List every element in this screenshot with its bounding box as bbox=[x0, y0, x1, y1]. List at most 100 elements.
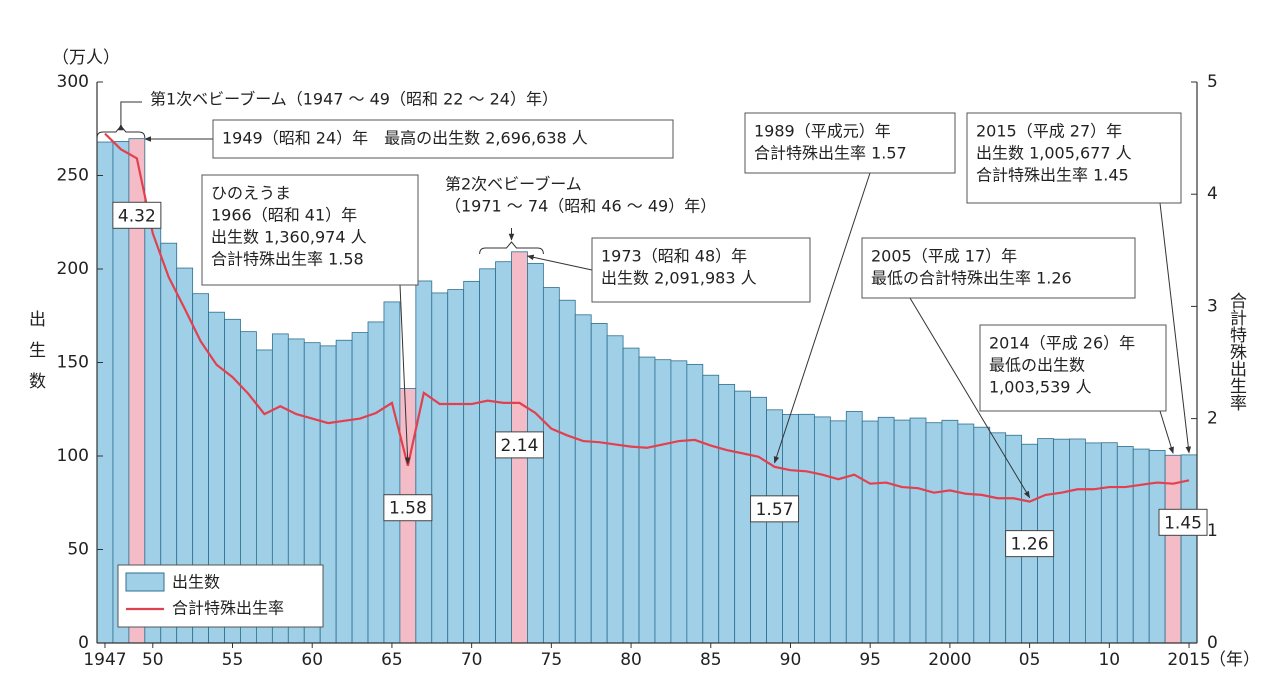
y2-title: 合計特殊出生率 bbox=[1226, 292, 1247, 411]
bar bbox=[367, 321, 385, 644]
bar bbox=[96, 141, 114, 644]
bar bbox=[845, 411, 863, 644]
leader-line bbox=[1159, 410, 1174, 454]
bar bbox=[1100, 442, 1118, 644]
annotation-text: 1989（平成元）年 bbox=[754, 122, 891, 141]
annotation-text: 出生数 1,005,677 人 bbox=[976, 144, 1132, 163]
leader-line bbox=[526, 254, 593, 271]
legend-label: 合計特殊出生率 bbox=[172, 599, 284, 618]
bar bbox=[1069, 438, 1086, 644]
bar bbox=[973, 426, 991, 644]
bar bbox=[590, 323, 608, 644]
legend-label: 出生数 bbox=[172, 573, 220, 592]
annotation-text: 第2次ベビーブーム bbox=[445, 175, 582, 194]
x-tick-label: 05 bbox=[1019, 650, 1041, 670]
bar bbox=[574, 314, 592, 644]
bar bbox=[1085, 442, 1102, 644]
y2-tick-label: 3 bbox=[1207, 296, 1218, 316]
annotation-text: 2015（平成 27）年 bbox=[976, 122, 1122, 141]
bar bbox=[622, 347, 640, 644]
bar bbox=[909, 417, 927, 644]
y2-tick-label: 5 bbox=[1207, 72, 1218, 92]
bar bbox=[431, 292, 449, 644]
leader-line bbox=[1159, 202, 1192, 454]
value-label: 1.45 bbox=[1164, 513, 1202, 533]
bar bbox=[542, 287, 560, 644]
value-label-box bbox=[1005, 530, 1055, 558]
y-tick-label: 50 bbox=[67, 540, 89, 560]
bar bbox=[638, 356, 656, 644]
annotation-box bbox=[861, 237, 1136, 299]
bracket bbox=[96, 125, 146, 139]
bar bbox=[829, 420, 847, 644]
bar bbox=[877, 416, 895, 644]
x-tick-label: 2000 bbox=[928, 650, 971, 670]
annotation-text: 最低の合計特殊出生率 1.26 bbox=[871, 269, 1072, 288]
value-label: 4.32 bbox=[118, 206, 156, 226]
annotation-box bbox=[966, 112, 1182, 204]
bar bbox=[1180, 454, 1198, 644]
x-tick-label: 95 bbox=[859, 650, 881, 670]
value-label: 1.57 bbox=[756, 500, 794, 520]
x-tick-label: 75 bbox=[541, 650, 563, 670]
bar bbox=[957, 423, 975, 644]
bar bbox=[941, 419, 959, 644]
annotation-text: （1971 ～ 74（昭和 46 ～ 49）年） bbox=[445, 197, 716, 216]
annotation-text: 1973（昭和 48）年 bbox=[601, 247, 747, 266]
annotation-text: 1949（昭和 24）年 最高の出生数 2,696,638 人 bbox=[222, 129, 588, 148]
x-tick-label: 85 bbox=[700, 650, 722, 670]
bar bbox=[734, 390, 752, 644]
x-tick-label: 1947 bbox=[83, 650, 126, 670]
x-unit: （年） bbox=[1209, 650, 1260, 670]
y2-tick-label: 2 bbox=[1207, 409, 1218, 429]
bar bbox=[447, 289, 465, 644]
bar bbox=[670, 360, 688, 644]
bar bbox=[702, 374, 720, 644]
value-label: 1.58 bbox=[389, 499, 427, 519]
bar bbox=[782, 414, 799, 644]
bar bbox=[351, 332, 369, 644]
bar bbox=[1132, 448, 1150, 644]
value-label-box bbox=[494, 431, 544, 459]
bar bbox=[925, 422, 943, 644]
x-tick-label: 2015 bbox=[1167, 650, 1210, 670]
annotation-text: 第1次ベビーブーム（1947 ～ 49（昭和 22 ～ 24）年） bbox=[150, 90, 558, 109]
value-label-box bbox=[1158, 508, 1208, 536]
leader-line bbox=[399, 284, 411, 465]
annotation-text: 出生数 2,091,983 人 bbox=[601, 269, 757, 288]
bar bbox=[1053, 438, 1070, 644]
x-tick-label: 65 bbox=[381, 650, 403, 670]
annotation-text: 2014（平成 26）年 bbox=[989, 334, 1135, 353]
x-tick-label: 50 bbox=[142, 650, 164, 670]
x-tick-label: 60 bbox=[301, 650, 323, 670]
value-label-box bbox=[383, 494, 433, 522]
x-tick-label: 90 bbox=[780, 650, 802, 670]
y-title: 出生数 bbox=[25, 310, 46, 403]
y2-tick-label: 4 bbox=[1207, 184, 1218, 204]
y-tick-label: 100 bbox=[57, 446, 89, 466]
y-label: （万人） bbox=[52, 48, 120, 68]
x-tick-label: 80 bbox=[620, 650, 642, 670]
bar bbox=[606, 335, 624, 644]
annotation-box bbox=[201, 174, 419, 286]
bar bbox=[861, 420, 879, 644]
bar bbox=[558, 299, 576, 644]
annotation-text: 合計特殊出生率 1.45 bbox=[976, 166, 1129, 185]
value-label-box bbox=[750, 495, 800, 523]
annotation-box bbox=[744, 112, 956, 174]
bar bbox=[383, 301, 401, 644]
bar bbox=[718, 383, 736, 644]
x-tick-label: 70 bbox=[461, 650, 483, 670]
annotation-box bbox=[212, 119, 674, 159]
value-label: 1.26 bbox=[1011, 535, 1049, 555]
bar bbox=[813, 416, 831, 644]
bar bbox=[415, 280, 433, 644]
x-tick-label: 55 bbox=[222, 650, 244, 670]
annotation-text: 1,003,539 人 bbox=[989, 378, 1092, 397]
bar bbox=[989, 432, 1007, 644]
legend-swatch bbox=[125, 572, 165, 592]
bar bbox=[1116, 446, 1134, 644]
y-tick-label: 0 bbox=[78, 633, 89, 653]
annotation-text: ひのえうま bbox=[211, 184, 291, 203]
